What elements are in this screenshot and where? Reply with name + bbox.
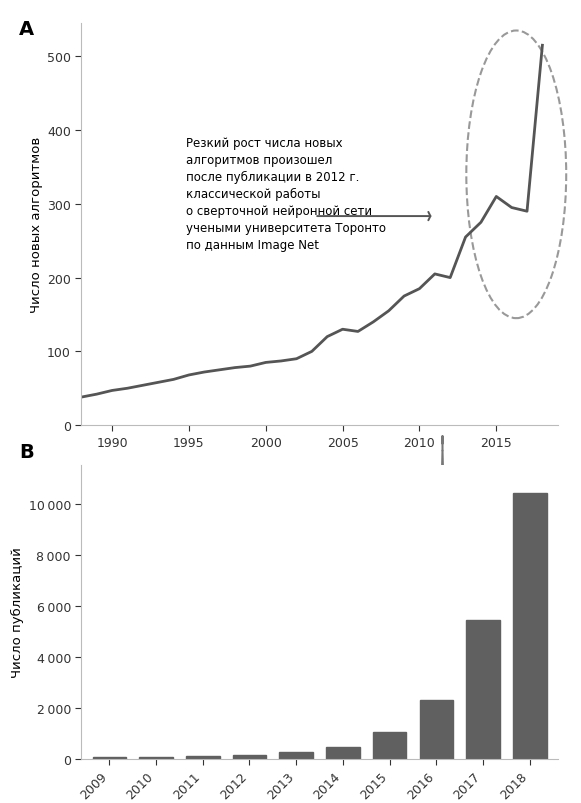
Bar [466, 620, 500, 759]
Bar [92, 756, 126, 759]
Bar [232, 755, 266, 759]
Bar [513, 494, 547, 759]
Bar [326, 747, 360, 759]
Text: A: A [19, 20, 34, 39]
Bar [419, 700, 453, 759]
Bar [373, 732, 407, 759]
Y-axis label: Число новых алгоритмов: Число новых алгоритмов [30, 137, 43, 313]
Bar [279, 752, 313, 759]
Y-axis label: Число публикаций: Число публикаций [11, 547, 24, 678]
Bar [186, 756, 220, 759]
Text: Резкий рост числа новых
алгоритмов произошел
после публикации в 2012 г.
классиче: Резкий рост числа новых алгоритмов произ… [186, 137, 386, 251]
Text: B: B [19, 442, 34, 461]
Bar [139, 756, 173, 759]
